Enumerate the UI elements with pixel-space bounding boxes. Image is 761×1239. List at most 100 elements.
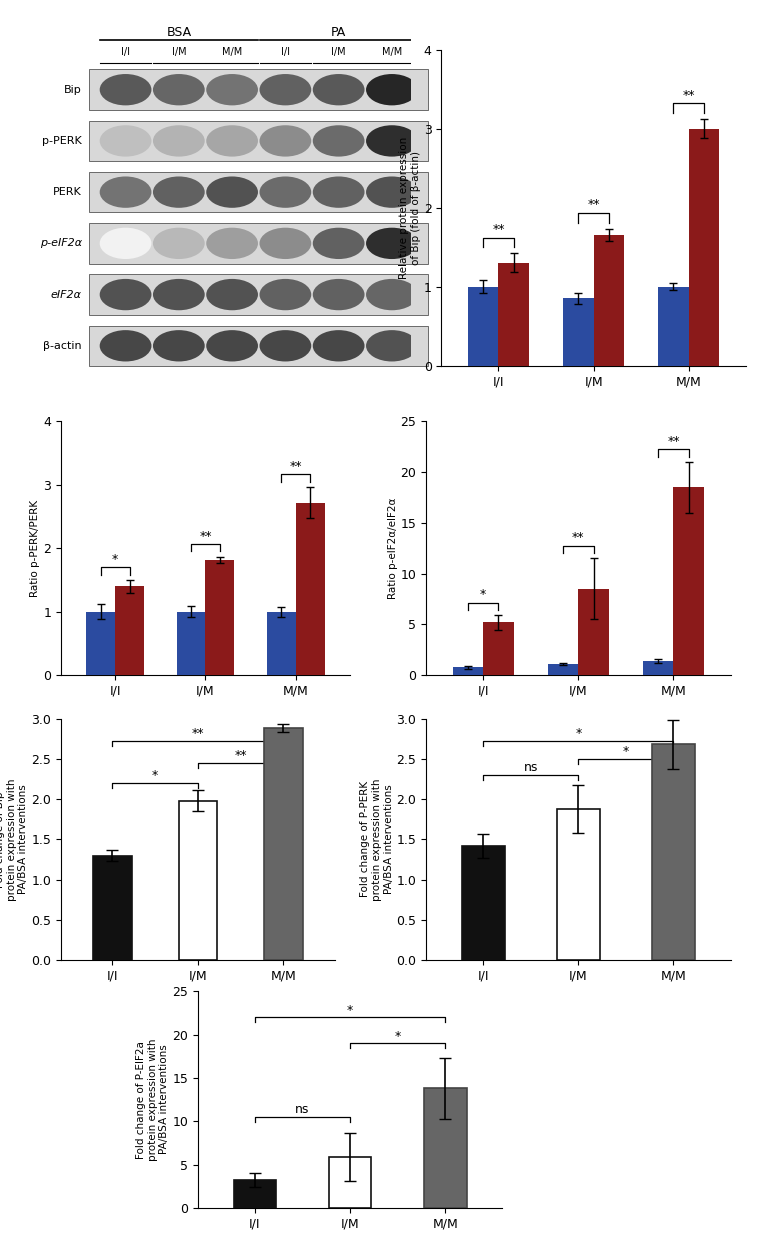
Bar (234, 1181, 276, 1208)
Bar (483, 622, 514, 675)
Text: **: ** (572, 532, 584, 544)
Text: BSA: BSA (166, 26, 192, 38)
Ellipse shape (153, 74, 205, 105)
Bar (424, 1088, 466, 1208)
Ellipse shape (206, 279, 258, 310)
Bar (205, 560, 234, 675)
Bar (578, 589, 609, 675)
Text: **: ** (199, 529, 212, 543)
Ellipse shape (313, 176, 365, 208)
Ellipse shape (313, 279, 365, 310)
Ellipse shape (100, 330, 151, 362)
Text: I/M: I/M (171, 47, 186, 57)
Text: ns: ns (524, 761, 538, 774)
Text: p-PERK: p-PERK (42, 136, 82, 146)
Text: β-actin: β-actin (43, 341, 82, 351)
Ellipse shape (206, 330, 258, 362)
Ellipse shape (260, 176, 311, 208)
Text: *: * (575, 727, 581, 741)
Ellipse shape (153, 176, 205, 208)
Bar (86, 612, 115, 675)
Y-axis label: Fold change of P-EIF2a
protein expression with
PA/BSA interventions: Fold change of P-EIF2a protein expressio… (136, 1038, 170, 1161)
Ellipse shape (260, 330, 311, 362)
Text: PERK: PERK (53, 187, 82, 197)
Text: *: * (622, 745, 629, 758)
Ellipse shape (313, 74, 365, 105)
Ellipse shape (366, 228, 418, 259)
FancyBboxPatch shape (90, 326, 428, 366)
Ellipse shape (260, 279, 311, 310)
Bar (267, 612, 296, 675)
Ellipse shape (100, 228, 151, 259)
Text: I/M: I/M (331, 47, 346, 57)
Text: *: * (347, 1004, 353, 1016)
Ellipse shape (153, 228, 205, 259)
Bar (179, 800, 217, 960)
Ellipse shape (206, 74, 258, 105)
Ellipse shape (153, 330, 205, 362)
Bar (329, 1157, 371, 1208)
Y-axis label: Ratio p-PERK/PERK: Ratio p-PERK/PERK (30, 499, 40, 597)
Text: I/I: I/I (121, 47, 130, 57)
Bar (557, 809, 600, 960)
Text: *: * (112, 553, 118, 566)
Bar (468, 286, 498, 366)
Bar (498, 263, 529, 366)
Bar (548, 664, 578, 675)
Y-axis label: Relative protein expression
of Bip (fold of β-actin): Relative protein expression of Bip (fold… (400, 136, 421, 279)
Text: *: * (480, 589, 486, 601)
Y-axis label: Fold change of P-PERK
protein expression with
PA/BSA interventions: Fold change of P-PERK protein expression… (361, 778, 393, 901)
Ellipse shape (313, 228, 365, 259)
Ellipse shape (100, 279, 151, 310)
FancyBboxPatch shape (90, 69, 428, 110)
Bar (296, 503, 325, 675)
Ellipse shape (313, 125, 365, 156)
Bar (115, 586, 144, 675)
Text: M/M: M/M (222, 47, 242, 57)
Ellipse shape (100, 74, 151, 105)
Text: **: ** (492, 223, 505, 235)
Y-axis label: Fold change of Bip
protein expression with
PA/BSA interventions: Fold change of Bip protein expression wi… (0, 778, 28, 901)
Text: I/I: I/I (281, 47, 290, 57)
Text: eIF2α: eIF2α (51, 290, 82, 300)
Text: **: ** (587, 198, 600, 212)
Ellipse shape (206, 228, 258, 259)
Ellipse shape (366, 125, 418, 156)
Ellipse shape (260, 125, 311, 156)
Text: PA: PA (331, 26, 346, 38)
Text: **: ** (192, 727, 204, 741)
Bar (673, 487, 704, 675)
Ellipse shape (100, 125, 151, 156)
FancyBboxPatch shape (90, 120, 428, 161)
Bar (177, 612, 205, 675)
Ellipse shape (260, 228, 311, 259)
Text: ns: ns (295, 1103, 310, 1116)
Ellipse shape (366, 74, 418, 105)
Text: **: ** (234, 750, 247, 762)
Text: M/M: M/M (382, 47, 402, 57)
Ellipse shape (366, 176, 418, 208)
Ellipse shape (153, 125, 205, 156)
Bar (563, 299, 594, 366)
Bar (462, 846, 505, 960)
Y-axis label: Ratio p-eIF2α/eIF2α: Ratio p-eIF2α/eIF2α (388, 498, 398, 598)
Text: **: ** (683, 89, 695, 102)
Text: Bip: Bip (64, 84, 82, 94)
Bar (652, 745, 695, 960)
Ellipse shape (366, 330, 418, 362)
Ellipse shape (153, 279, 205, 310)
Bar (689, 129, 719, 366)
FancyBboxPatch shape (90, 172, 428, 212)
Text: **: ** (667, 435, 680, 449)
FancyBboxPatch shape (90, 274, 428, 315)
Bar (93, 855, 132, 960)
FancyBboxPatch shape (90, 223, 428, 264)
Text: *: * (152, 769, 158, 782)
Ellipse shape (100, 176, 151, 208)
Ellipse shape (206, 176, 258, 208)
Bar (264, 729, 303, 960)
Ellipse shape (260, 74, 311, 105)
Ellipse shape (206, 125, 258, 156)
Bar (453, 667, 483, 675)
Text: *: * (394, 1030, 401, 1042)
